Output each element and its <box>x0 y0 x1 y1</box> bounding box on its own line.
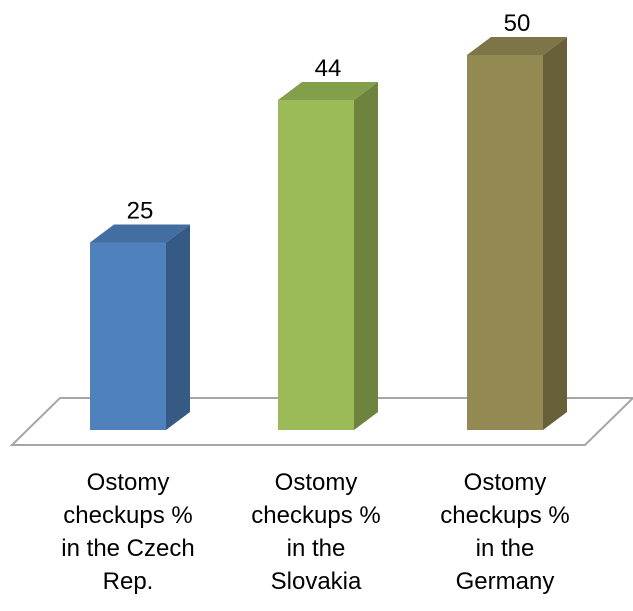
bar-side <box>354 82 378 430</box>
x-tick-label: Ostomy checkups % in the Germany <box>440 469 570 595</box>
value-label: 44 <box>315 55 342 82</box>
bar-top <box>278 82 378 100</box>
value-label: 50 <box>504 10 531 37</box>
bar-side <box>166 224 190 430</box>
bar <box>278 100 354 430</box>
value-label: 25 <box>127 198 154 225</box>
x-tick-label: Ostomy checkups % in the Slovakia <box>251 469 381 595</box>
bar-top <box>90 224 190 243</box>
x-tick-label: Ostomy checkups % in the Czech Rep. <box>61 469 195 595</box>
bar <box>90 242 166 430</box>
bar <box>467 55 543 430</box>
bar-side <box>543 37 567 430</box>
bar-top <box>467 37 567 55</box>
